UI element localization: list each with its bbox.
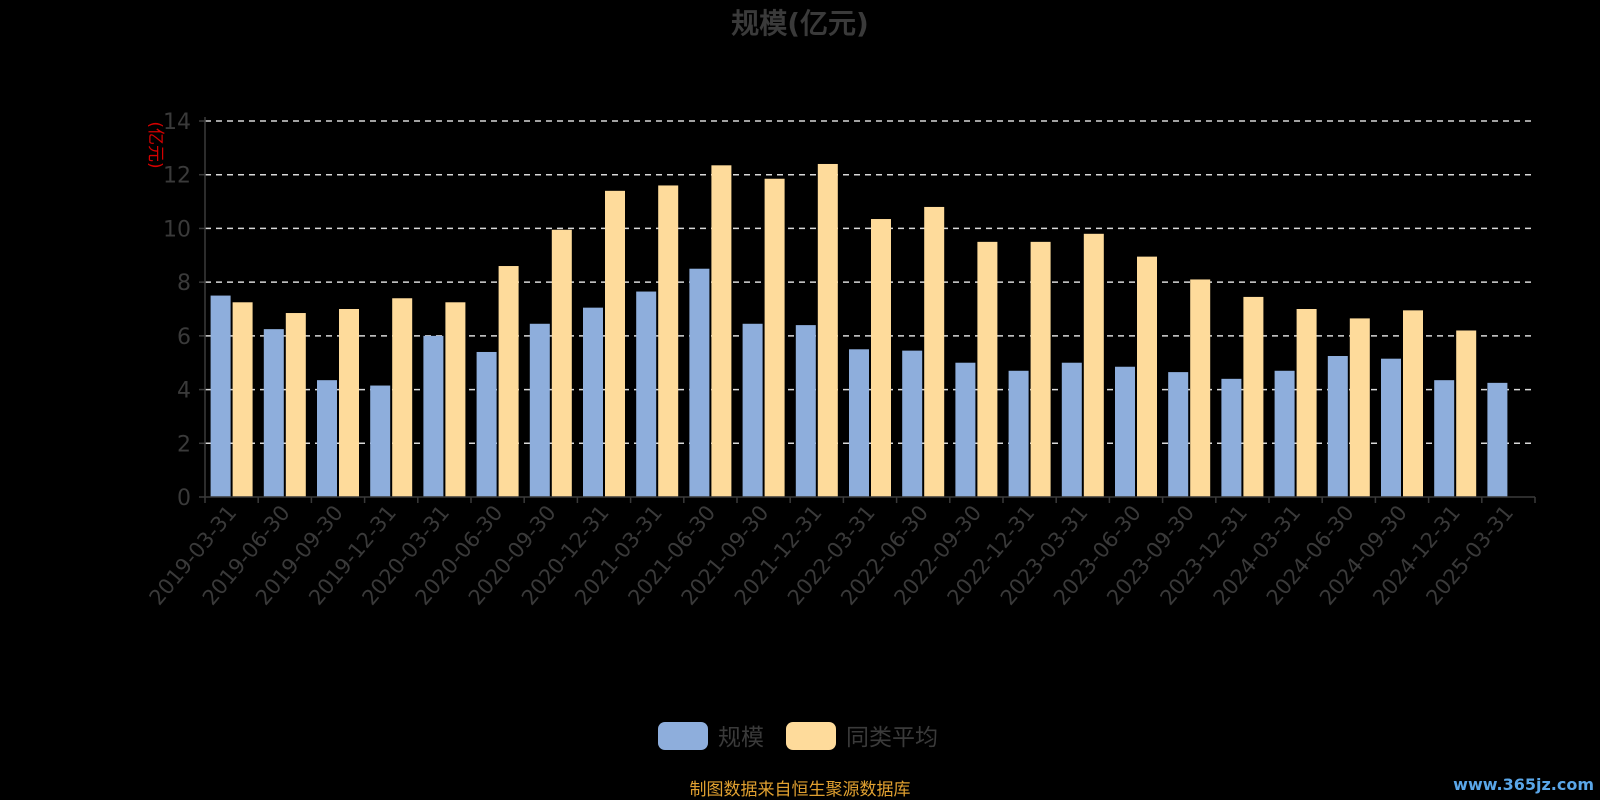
legend-label-peer-average: 同类平均: [846, 725, 938, 751]
data-source-footer: 制图数据来自恒生聚源数据库: [690, 780, 911, 800]
bar-scale-2021-09-30: [742, 323, 763, 497]
bar-peer-average-2020-09-30: [551, 229, 572, 497]
bar-peer-average-2024-09-30: [1403, 310, 1423, 497]
bar-peer-average-2021-09-30: [764, 178, 785, 497]
bar-peer-average-2023-06-30: [1137, 256, 1157, 497]
y-tick-label-12: 12: [163, 164, 191, 189]
y-tick-label-2: 2: [177, 432, 191, 457]
bar-peer-average-2023-03-31: [1083, 233, 1104, 498]
bar-scale-2023-09-30: [1168, 372, 1189, 497]
y-tick-label-6: 6: [177, 325, 191, 350]
bar-peer-average-2023-12-31: [1243, 296, 1264, 497]
bar-peer-average-2022-06-30: [924, 206, 945, 497]
bar-scale-2022-03-31: [849, 349, 869, 497]
bar-scale-2024-12-31: [1434, 380, 1455, 497]
bar-scale-2019-09-30: [317, 380, 337, 497]
bar-scale-2024-06-30: [1327, 356, 1348, 497]
bar-scale-2020-09-30: [529, 323, 550, 497]
bar-scale-2019-03-31: [210, 295, 231, 497]
bar-peer-average-2023-09-30: [1190, 279, 1211, 497]
bar-scale-2020-03-31: [423, 335, 444, 497]
y-tick-label-0: 0: [177, 486, 191, 511]
bars: [210, 163, 1508, 498]
bar-peer-average-2020-03-31: [445, 302, 466, 497]
bar-scale-2021-03-31: [636, 291, 657, 497]
bar-peer-average-2021-12-31: [817, 163, 838, 497]
y-tick-label-10: 10: [163, 217, 191, 242]
bar-peer-average-2022-03-31: [871, 219, 891, 497]
bar-peer-average-2020-12-31: [605, 190, 625, 498]
bar-scale-2022-09-30: [955, 362, 976, 497]
bar-scale-2023-03-31: [1061, 362, 1082, 497]
bar-peer-average-2022-12-31: [1030, 241, 1051, 497]
legend-swatch-peer-average: [786, 722, 836, 750]
bar-scale-2021-06-30: [689, 268, 710, 497]
y-axis-ticks: 0 2 4 6 8 10 12 14: [163, 110, 205, 511]
y-tick-label-14: 14: [163, 110, 191, 135]
bar-scale-2025-03-31: [1487, 382, 1508, 497]
bar-scale-2020-06-30: [476, 351, 497, 497]
bar-peer-average-2019-09-30: [339, 309, 359, 497]
bar-scale-2021-12-31: [795, 325, 816, 497]
bar-peer-average-2021-06-30: [711, 165, 732, 498]
axes: [204, 117, 1535, 498]
y-tick-label-8: 8: [177, 271, 191, 296]
bar-scale-2024-03-31: [1274, 370, 1295, 497]
bar-scale-2019-06-30: [263, 329, 284, 497]
bar-scale-2024-09-30: [1381, 358, 1401, 497]
bar-peer-average-2019-06-30: [285, 313, 306, 497]
legend[interactable]: 规模 同类平均: [658, 722, 938, 751]
bar-scale-2023-12-31: [1221, 378, 1242, 497]
bar-peer-average-2024-03-31: [1296, 309, 1317, 497]
bar-peer-average-2022-09-30: [977, 241, 998, 497]
watermark: www.365jz.com: [1453, 775, 1594, 794]
legend-swatch-scale: [658, 722, 708, 750]
bar-peer-average-2021-03-31: [658, 185, 679, 497]
legend-item-peer-average[interactable]: 同类平均: [786, 722, 938, 751]
bar-peer-average-2024-06-30: [1349, 318, 1370, 497]
bar-peer-average-2019-12-31: [392, 298, 413, 497]
bar-peer-average-2024-12-31: [1456, 330, 1477, 497]
bar-scale-2023-06-30: [1115, 366, 1135, 497]
x-axis-ticks: 2019-03-312019-06-302019-09-302019-12-31…: [145, 497, 1536, 610]
bar-scale-2019-12-31: [370, 385, 391, 497]
bar-scale-2022-06-30: [902, 350, 923, 497]
y-tick-label-4: 4: [177, 379, 191, 404]
chart-title: 规模(亿元): [731, 7, 869, 40]
bar-scale-2020-12-31: [583, 307, 603, 497]
legend-label-scale: 规模: [718, 725, 764, 751]
bar-peer-average-2020-06-30: [498, 266, 519, 497]
bar-scale-2022-12-31: [1008, 370, 1029, 497]
bar-peer-average-2019-03-31: [232, 302, 253, 497]
y-axis-unit-label: (亿元): [145, 121, 165, 168]
legend-item-scale[interactable]: 规模: [658, 722, 764, 751]
